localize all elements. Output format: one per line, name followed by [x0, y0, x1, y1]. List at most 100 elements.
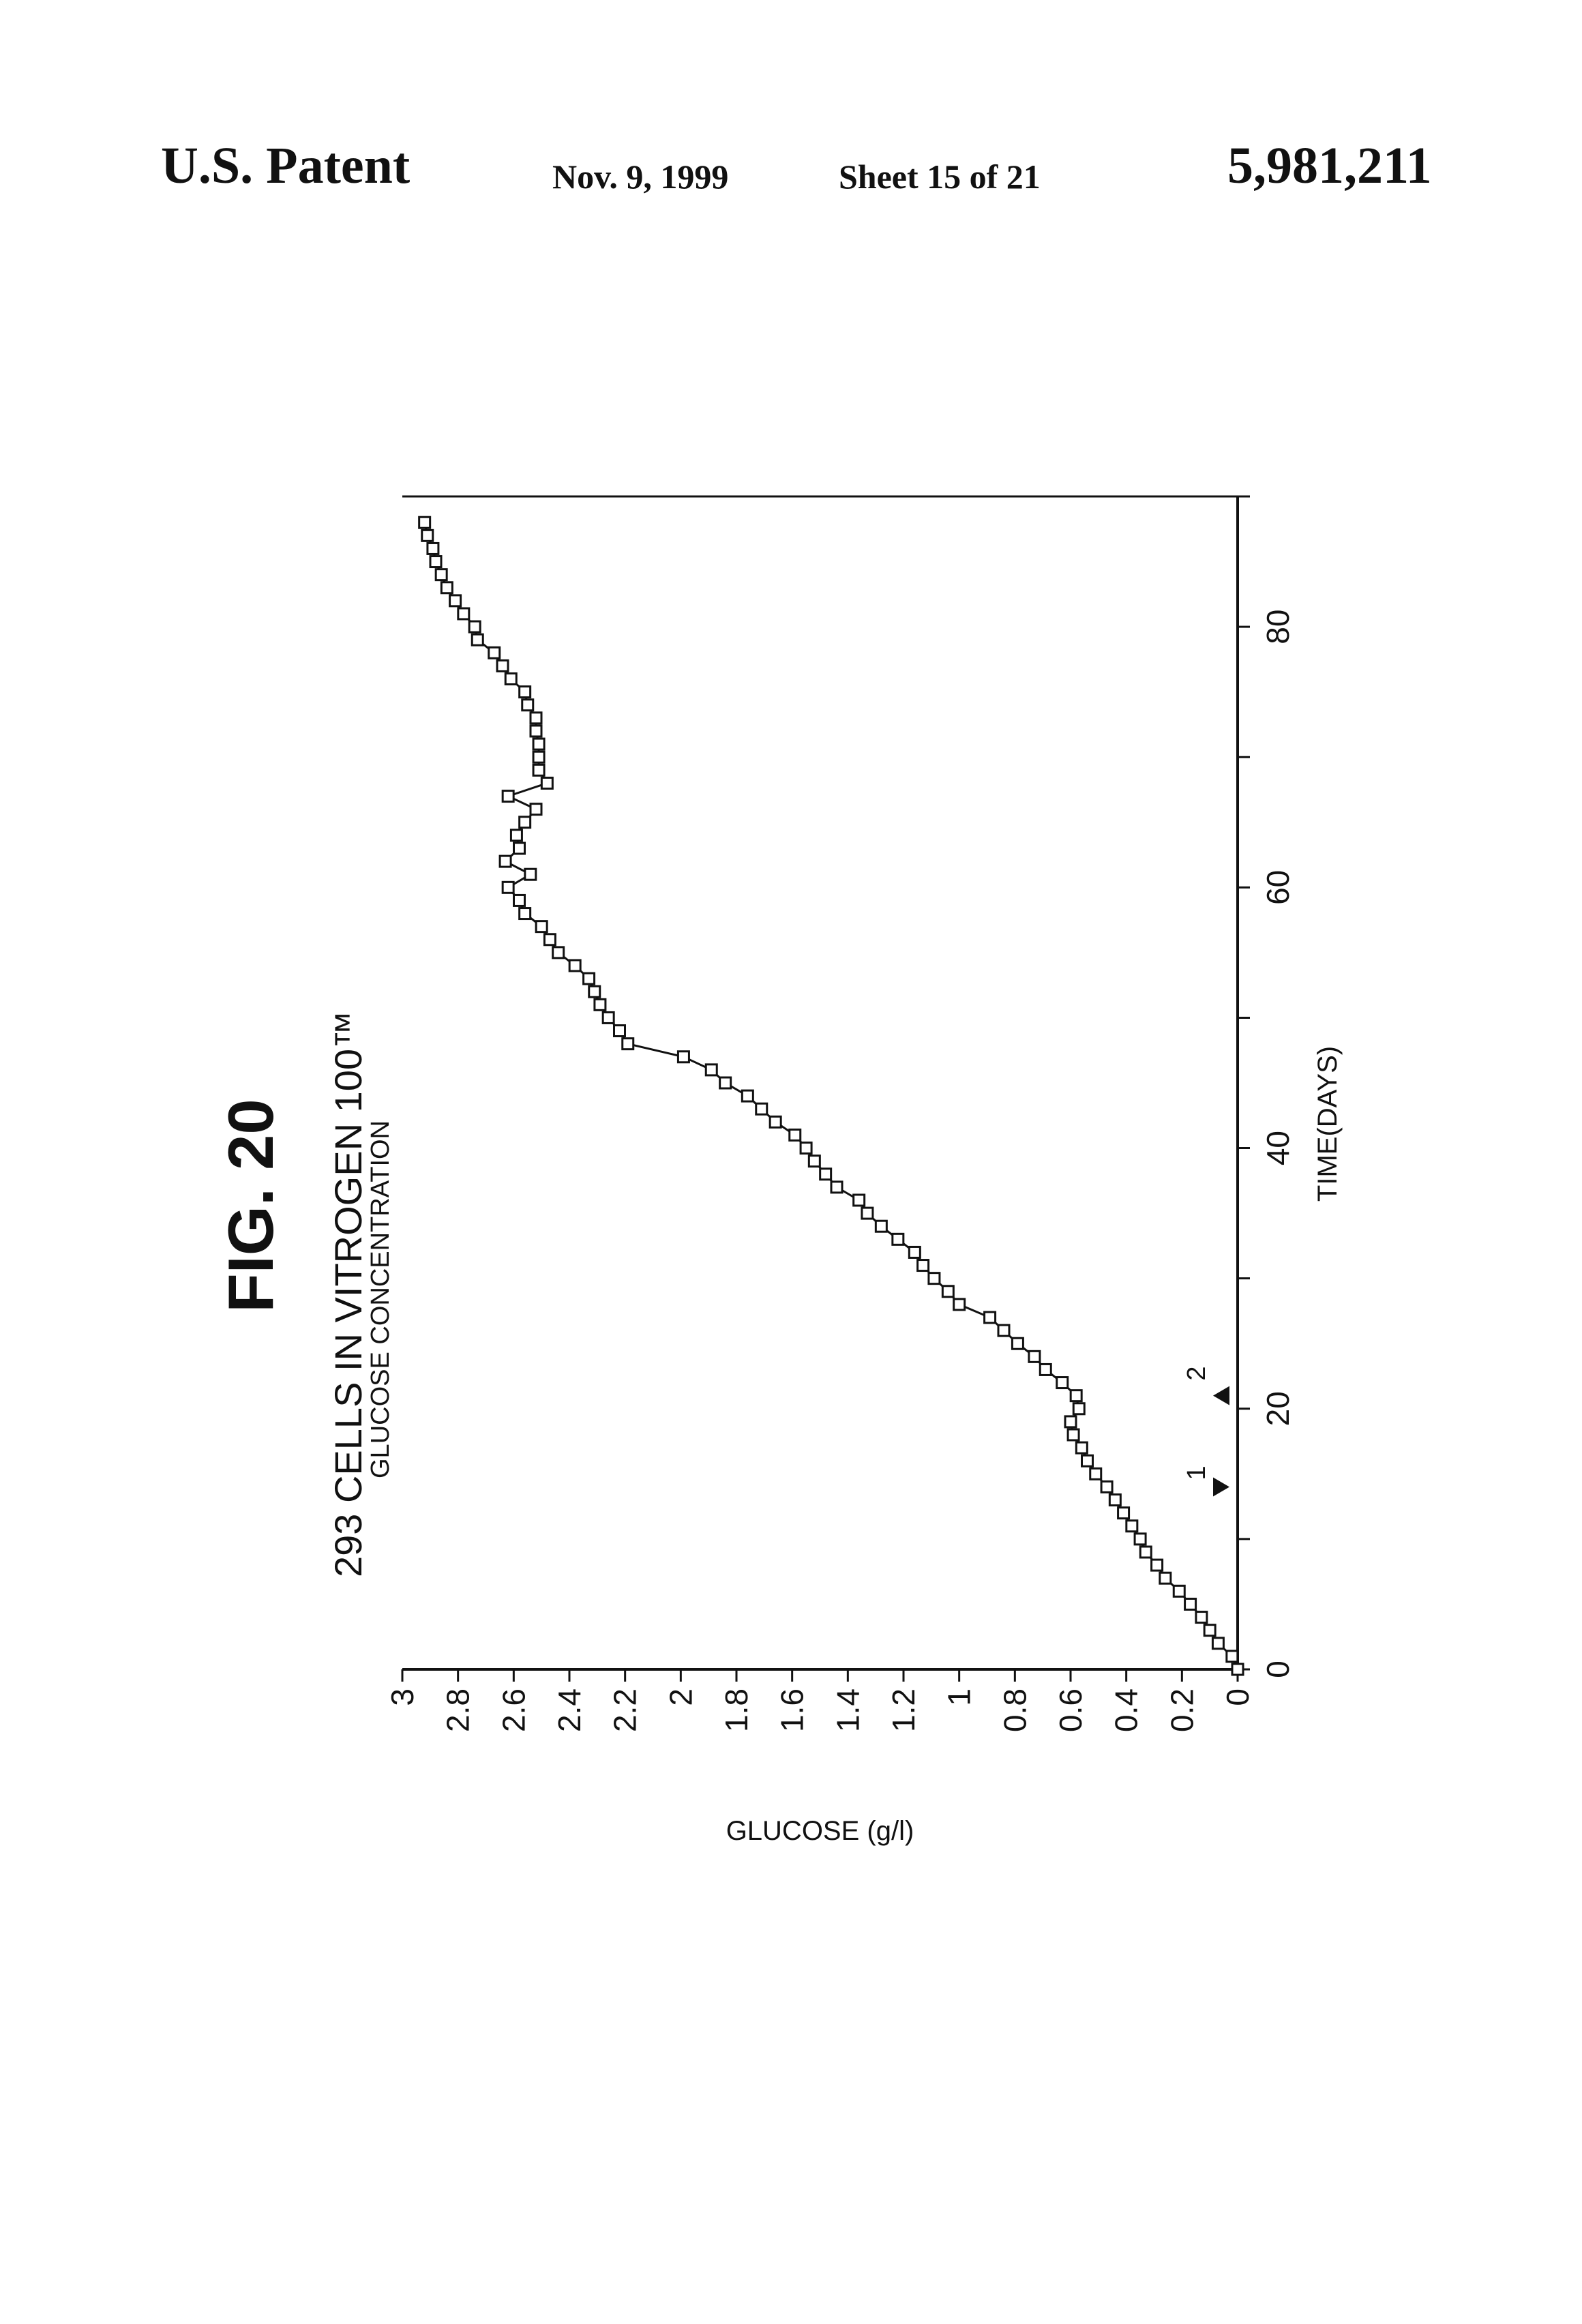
- data-point-marker: [614, 1026, 625, 1037]
- data-point-marker: [497, 660, 508, 671]
- data-point-marker: [985, 1312, 996, 1323]
- y-tick-label: 1.4: [830, 1688, 865, 1732]
- data-point-marker: [1126, 1521, 1137, 1532]
- data-point-marker: [942, 1286, 953, 1297]
- data-point-marker: [720, 1077, 731, 1088]
- data-point-marker: [1227, 1651, 1238, 1662]
- data-point-marker: [1071, 1390, 1081, 1401]
- y-tick-label: 1.8: [719, 1688, 754, 1732]
- annotation-marker: [1213, 1386, 1229, 1405]
- figure-label: FIG. 20: [215, 1099, 286, 1312]
- data-point-marker: [533, 764, 544, 775]
- data-point-marker: [854, 1195, 865, 1206]
- data-point-marker: [801, 1143, 811, 1154]
- y-tick-label: 2: [663, 1688, 698, 1706]
- y-tick-label: 2.8: [441, 1688, 476, 1732]
- data-point-marker: [929, 1273, 940, 1284]
- data-point-marker: [533, 751, 544, 762]
- data-point-marker: [514, 895, 525, 906]
- data-point-marker: [589, 986, 600, 997]
- data-point-marker: [503, 882, 513, 893]
- data-point-marker: [503, 791, 513, 802]
- data-point-marker: [553, 947, 564, 958]
- data-point-marker: [1174, 1585, 1184, 1596]
- data-point-marker: [533, 739, 544, 749]
- data-point-marker: [544, 934, 555, 945]
- data-point-marker: [678, 1052, 689, 1062]
- y-tick-label: 3: [385, 1688, 420, 1706]
- data-point-marker: [893, 1234, 904, 1245]
- data-point-marker: [918, 1260, 929, 1271]
- data-point-marker: [1073, 1403, 1084, 1414]
- data-point-marker: [505, 674, 516, 685]
- data-point-marker: [998, 1325, 1009, 1336]
- data-point-marker: [1185, 1598, 1196, 1609]
- data-point-marker: [1065, 1416, 1076, 1427]
- y-tick-label: 0: [1220, 1688, 1255, 1706]
- data-point-marker: [522, 700, 533, 711]
- data-point-marker: [1212, 1638, 1223, 1649]
- data-point-marker: [500, 856, 511, 867]
- data-point-marker: [520, 908, 531, 919]
- data-point-marker: [862, 1208, 873, 1219]
- data-point-marker: [876, 1221, 886, 1232]
- data-point-marker: [603, 1012, 614, 1023]
- data-point-marker: [458, 608, 469, 619]
- y-tick-label: 2.4: [552, 1688, 587, 1732]
- data-point-marker: [742, 1090, 753, 1101]
- data-point-marker: [531, 804, 541, 815]
- data-point-marker: [1196, 1612, 1207, 1623]
- data-point-marker: [831, 1182, 842, 1193]
- data-point-marker: [1082, 1455, 1093, 1466]
- data-point-marker: [1118, 1508, 1129, 1519]
- annotation-marker: [1213, 1477, 1229, 1496]
- data-point-marker: [1152, 1560, 1163, 1570]
- data-point-marker: [531, 726, 541, 736]
- data-point-marker: [520, 817, 531, 828]
- data-point-marker: [514, 843, 525, 854]
- data-point-marker: [422, 530, 433, 541]
- data-point-marker: [623, 1039, 633, 1049]
- annotation-label: 1: [1182, 1465, 1211, 1480]
- data-point-marker: [1090, 1468, 1101, 1479]
- data-point-marker: [1135, 1534, 1146, 1545]
- data-point-marker: [1101, 1481, 1112, 1492]
- data-point-marker: [809, 1156, 820, 1167]
- x-tick-label: 20: [1260, 1391, 1296, 1426]
- x-axis-label: TIME(DAYS): [1313, 1046, 1343, 1202]
- figure-title: 293 CELLS IN VITROGEN 100™: [327, 1011, 370, 1577]
- y-tick-label: 0.2: [1164, 1688, 1199, 1732]
- y-tick-label: 0.8: [997, 1688, 1032, 1732]
- data-point-marker: [469, 621, 480, 632]
- data-point-marker: [1232, 1664, 1243, 1675]
- y-tick-label: 2.2: [608, 1688, 643, 1732]
- data-point-marker: [428, 543, 438, 554]
- y-axis-label: GLUCOSE (g/l): [726, 1816, 914, 1846]
- data-point-marker: [436, 569, 447, 580]
- data-point-marker: [756, 1103, 767, 1114]
- glucose-chart: 02040608000.20.40.60.811.21.41.61.822.22…: [385, 496, 1343, 1846]
- data-point-marker: [441, 582, 452, 593]
- data-point-marker: [511, 830, 522, 841]
- x-tick-label: 60: [1260, 870, 1296, 905]
- data-point-marker: [1057, 1377, 1068, 1388]
- data-point-marker: [1029, 1351, 1040, 1362]
- data-point-marker: [520, 687, 531, 698]
- data-point-marker: [450, 595, 461, 606]
- y-tick-label: 2.6: [496, 1688, 531, 1732]
- data-point-marker: [1109, 1495, 1120, 1506]
- y-tick-label: 1: [942, 1688, 977, 1706]
- data-point-marker: [569, 960, 580, 971]
- data-point-marker: [430, 556, 441, 567]
- data-point-marker: [909, 1247, 920, 1257]
- data-point-marker: [1204, 1625, 1215, 1636]
- data-point-marker: [525, 869, 536, 880]
- data-point-marker: [1076, 1442, 1087, 1453]
- data-point-marker: [489, 647, 500, 658]
- data-point-marker: [584, 973, 595, 984]
- y-tick-label: 1.6: [775, 1688, 810, 1732]
- y-tick-label: 0.4: [1109, 1688, 1144, 1732]
- data-point-marker: [790, 1129, 801, 1140]
- data-point-marker: [1068, 1429, 1079, 1440]
- data-point-marker: [595, 999, 606, 1010]
